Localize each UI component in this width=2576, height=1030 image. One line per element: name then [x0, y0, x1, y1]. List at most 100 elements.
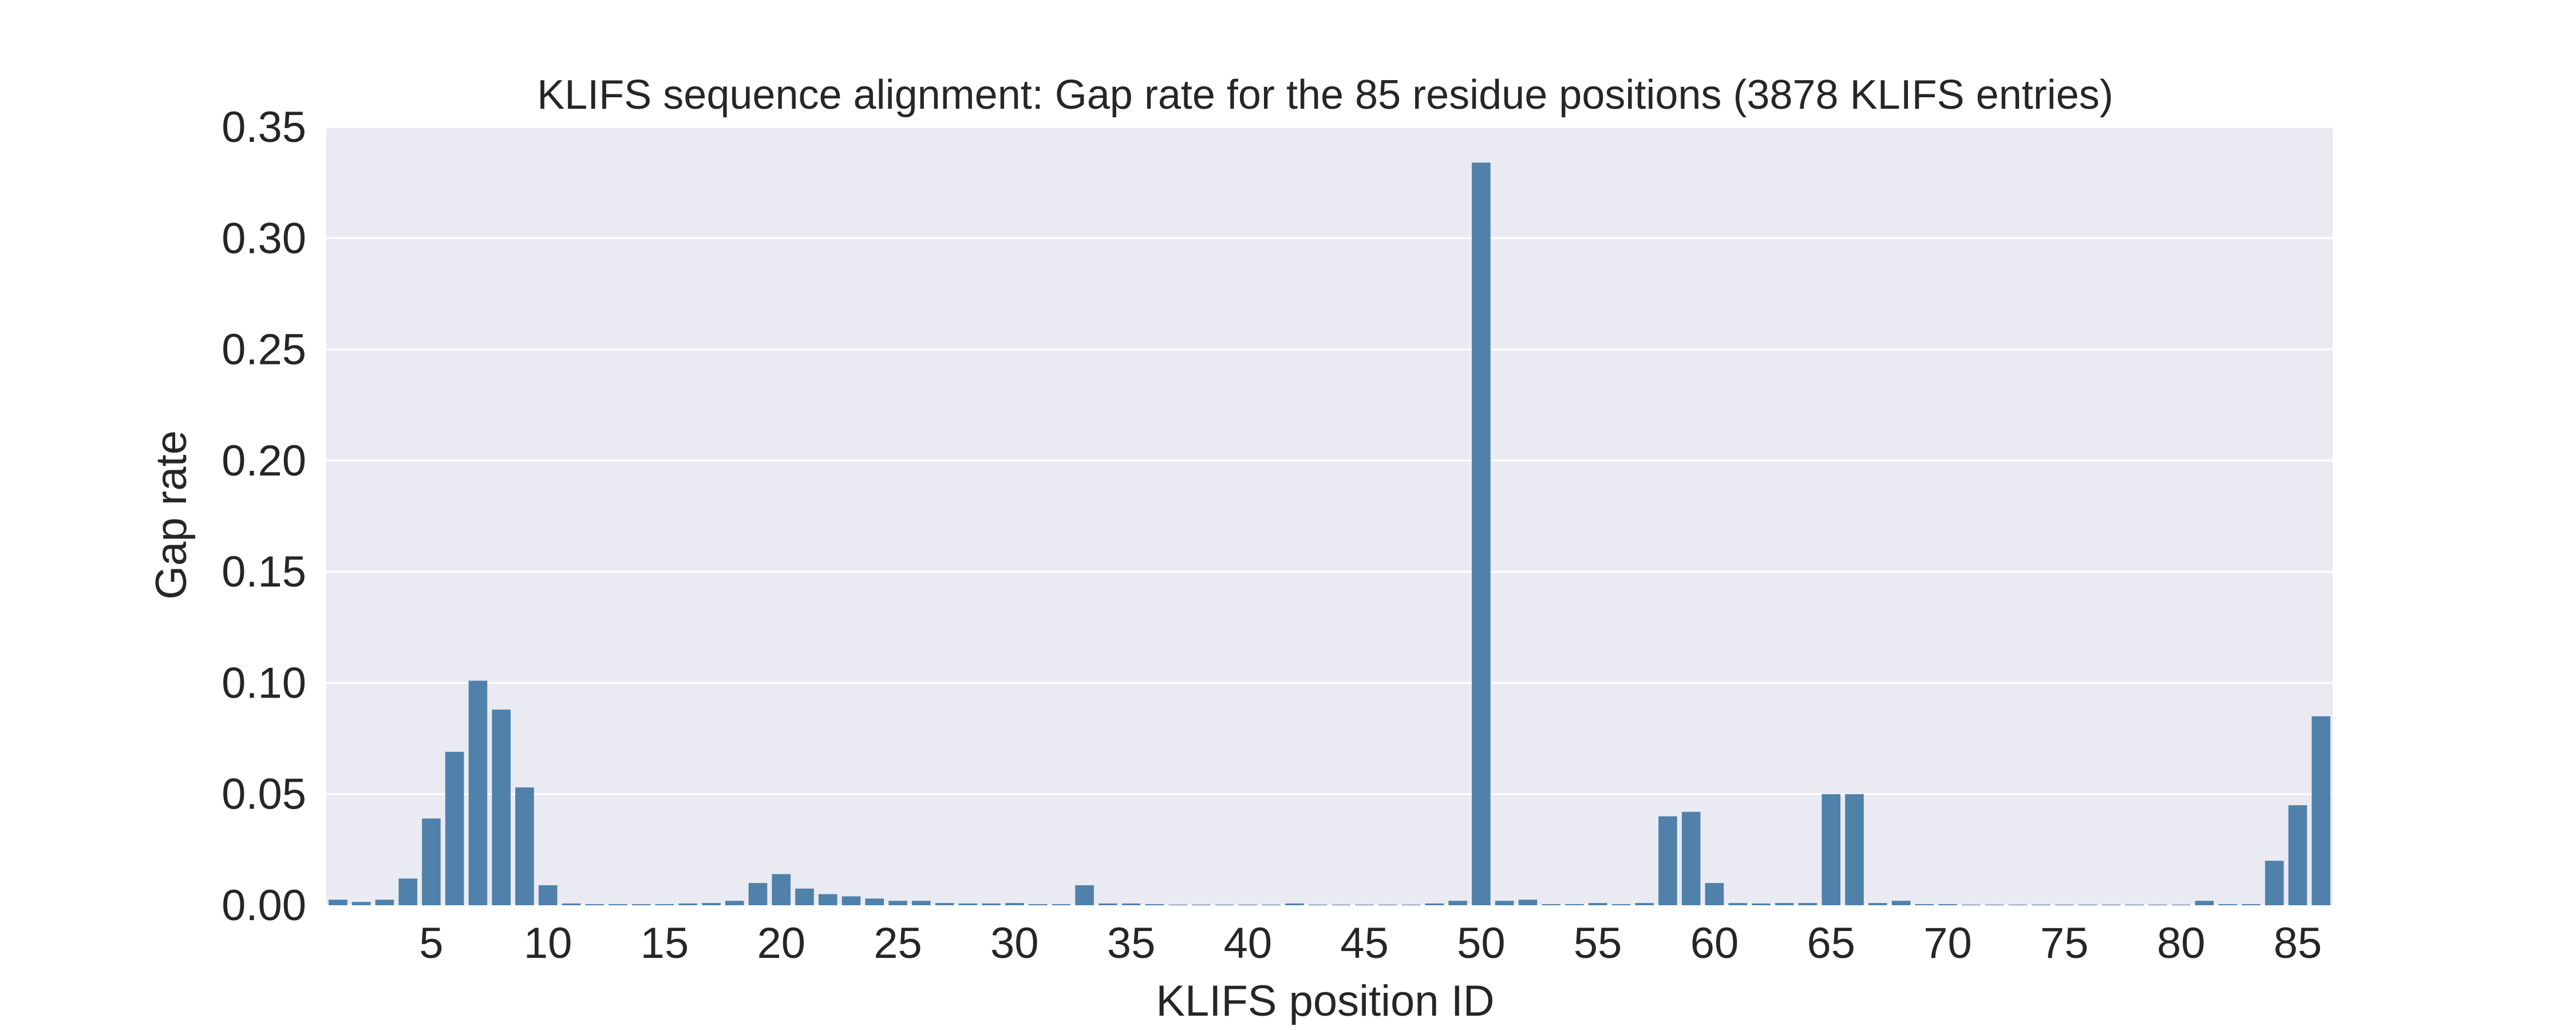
- x-tick-label: 55: [1574, 919, 1622, 968]
- bar-position-49: [1448, 901, 1467, 905]
- x-tick-label: 75: [2040, 919, 2089, 968]
- bar-position-42: [1285, 903, 1304, 905]
- bar-position-56: [1611, 904, 1631, 905]
- bar-position-2: [351, 902, 371, 905]
- x-tick-label: 45: [1340, 919, 1389, 968]
- bar-position-24: [865, 898, 884, 905]
- bar-position-81: [2195, 901, 2214, 905]
- bar-position-6: [445, 751, 464, 905]
- bar-position-59: [1681, 811, 1701, 905]
- x-tick-label: 65: [1807, 919, 1855, 968]
- x-tick-label: 5: [419, 919, 443, 968]
- bar-position-3: [375, 900, 394, 905]
- x-tick-label: 50: [1457, 919, 1506, 968]
- y-tick-label: 0.20: [222, 437, 306, 485]
- y-axis-label: Gap rate: [147, 430, 196, 600]
- bar-position-22: [818, 894, 837, 905]
- bar-position-28: [958, 903, 978, 905]
- bar-position-13: [609, 904, 627, 905]
- gridlines: [326, 126, 2333, 906]
- y-tick-label: 0.05: [222, 770, 306, 819]
- x-axis-label: KLIFS position ID: [1156, 977, 1494, 1025]
- x-tick-label: 35: [1107, 919, 1156, 968]
- bar-position-52: [1518, 900, 1538, 905]
- bar-position-29: [982, 903, 1001, 905]
- bar-position-54: [1565, 904, 1584, 905]
- bar-position-27: [935, 903, 954, 905]
- bar-position-58: [1658, 816, 1677, 905]
- bar-position-5: [422, 818, 441, 905]
- x-tick-label: 25: [874, 919, 922, 968]
- bar-position-55: [1588, 903, 1607, 905]
- plot-background: [326, 127, 2333, 905]
- bar-position-60: [1705, 883, 1724, 905]
- x-tick-label: 40: [1224, 919, 1273, 968]
- bar-position-70: [1938, 904, 1957, 905]
- bar-position-66: [1845, 794, 1864, 905]
- bar-position-68: [1891, 901, 1911, 905]
- bar-position-48: [1425, 903, 1444, 905]
- bar-position-8: [492, 710, 511, 905]
- bar-position-4: [398, 878, 417, 905]
- bar-position-65: [1822, 794, 1841, 905]
- bar-position-9: [515, 787, 534, 905]
- y-tick-label: 0.10: [222, 659, 306, 707]
- x-tick-label: 80: [2157, 919, 2206, 968]
- x-tick-label: 20: [757, 919, 805, 968]
- bar-position-undefined: [2312, 716, 2330, 905]
- bar-position-64: [1798, 903, 1818, 905]
- y-tick-labels: 0.00 0.05 0.10 0.15 0.20 0.25 0.30 0.35: [222, 103, 306, 930]
- bar-position-35: [1121, 903, 1141, 905]
- bar-position-83: [2242, 904, 2261, 905]
- bar-position-33: [1075, 885, 1094, 905]
- bar-position-26: [911, 901, 931, 905]
- bar-position-57: [1635, 903, 1654, 905]
- bar-position-23: [841, 896, 861, 905]
- bar-position-16: [678, 903, 698, 905]
- bar-position-32: [1052, 904, 1071, 905]
- bar-position-62: [1752, 903, 1771, 905]
- bar-position-50: [1472, 163, 1491, 906]
- bar-position-25: [888, 901, 907, 905]
- bar-position-1: [329, 900, 347, 905]
- bar-position-15: [655, 904, 674, 905]
- bar-position-84: [2265, 861, 2284, 905]
- x-tick-label: 85: [2274, 919, 2322, 968]
- x-tick-label: 10: [524, 919, 572, 968]
- bar-position-63: [1775, 903, 1794, 905]
- bar-position-18: [725, 901, 744, 905]
- y-tick-label: 0.30: [222, 214, 306, 263]
- chart-title: KLIFS sequence alignment: Gap rate for t…: [537, 72, 2113, 118]
- x-tick-label: 70: [1923, 919, 1972, 968]
- bar-position-61: [1728, 903, 1748, 905]
- bar-position-21: [795, 888, 814, 905]
- y-tick-label: 0.25: [222, 326, 306, 374]
- bar-position-67: [1868, 903, 1887, 905]
- bar-position-20: [772, 874, 791, 905]
- bar-position-14: [631, 904, 651, 905]
- bar-position-34: [1099, 903, 1117, 905]
- bar-position-30: [1005, 903, 1024, 905]
- bar-position-17: [702, 903, 721, 905]
- bar-position-69: [1915, 904, 1934, 905]
- bar-position-36: [1145, 904, 1164, 905]
- bar-position-12: [585, 904, 604, 905]
- bar-position-19: [748, 883, 768, 905]
- x-tick-label: 15: [641, 919, 689, 968]
- bar-position-31: [1028, 904, 1048, 905]
- bar-position-11: [562, 903, 581, 905]
- bar-position-82: [2218, 904, 2237, 905]
- x-tick-label: 30: [990, 919, 1039, 968]
- bar-position-53: [1542, 904, 1560, 905]
- bar-position-85: [2288, 805, 2308, 905]
- x-tick-labels: 5 10 15 20 25 30 35 40 45 50 55 60 65 70 75 80 85: [419, 919, 2322, 968]
- y-tick-label: 0.35: [222, 103, 306, 152]
- y-tick-label: 0.15: [222, 548, 306, 596]
- y-tick-label: 0.00: [222, 881, 306, 930]
- bars: [329, 163, 2330, 906]
- bar-position-7: [468, 680, 488, 905]
- bar-position-51: [1495, 901, 1514, 905]
- bar-position-10: [538, 885, 558, 905]
